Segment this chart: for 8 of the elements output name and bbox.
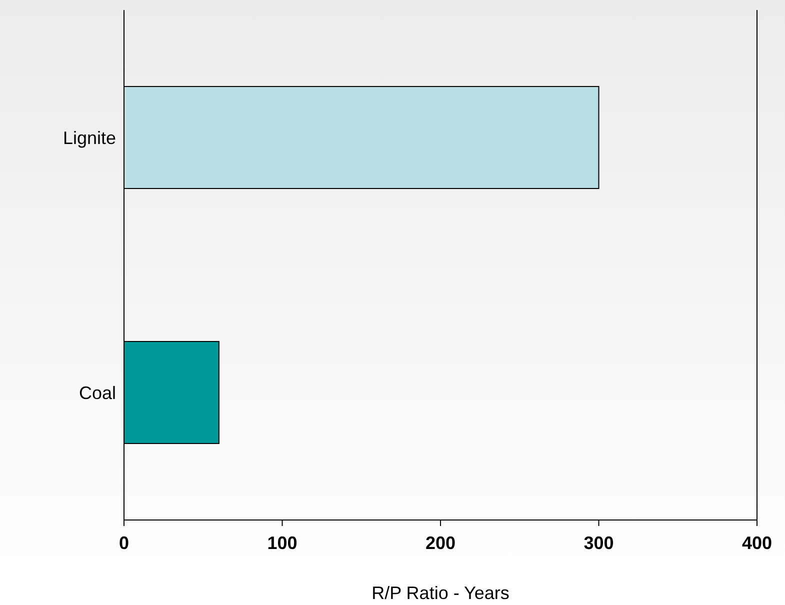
x-tick-label: 200 (425, 532, 456, 553)
x-tick-label: 400 (742, 532, 772, 553)
y-tick-label: Lignite (62, 128, 116, 148)
x-tick-label: 0 (118, 532, 130, 553)
x-tick-label: 100 (267, 532, 298, 553)
y-tick-label: Coal (78, 382, 116, 403)
x-axis-title: R/P Ratio - Years (372, 583, 510, 603)
x-tick-label: 300 (584, 532, 614, 553)
